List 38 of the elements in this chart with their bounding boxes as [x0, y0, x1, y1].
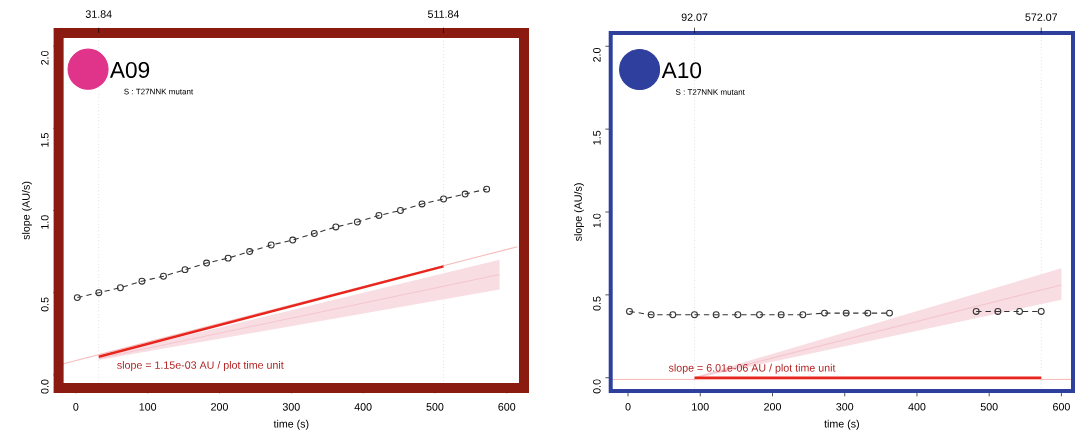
annotation: A09: [109, 61, 150, 78]
y-tick-label: 1.0: [593, 213, 601, 228]
y-tick-label: 1.5: [593, 130, 601, 145]
annotation: S : T27NNK mutant: [124, 88, 194, 95]
y-tick-label: 0.5: [41, 297, 49, 312]
y-tick-label: 0.0: [41, 379, 49, 394]
y-tick-label: 1.0: [41, 215, 49, 229]
x-tick-label: 600: [498, 403, 516, 411]
y-tick-label: 2.0: [41, 50, 49, 65]
x-tick-label: 200: [211, 403, 228, 411]
x-tick-label: 100: [139, 403, 157, 411]
y-axis-title: slope (AU/s): [574, 183, 584, 242]
x-tick-label: 100: [692, 403, 709, 411]
x-tick-label: 200: [764, 403, 781, 411]
x-tick-label: 300: [282, 403, 300, 411]
x2-tick-label: 572.07: [1025, 13, 1058, 21]
x2-tick-label: 92.07: [681, 13, 708, 21]
x2-tick-label: 511.84: [427, 10, 460, 18]
x-tick-label: 300: [836, 403, 854, 411]
x-axis-title: time (s): [824, 419, 859, 430]
annotation: A10: [661, 62, 702, 79]
x-tick-label: 600: [1053, 403, 1070, 411]
x-tick-label: 400: [908, 403, 926, 411]
x-tick-label: 400: [354, 403, 372, 411]
y-tick-label: 1.5: [41, 133, 49, 147]
y-tick-label: 2.0: [593, 47, 601, 62]
annotation: S : T27NNK mutant: [675, 89, 745, 95]
x2-tick-label: 31.84: [85, 10, 112, 18]
x-axis-title: time (s): [273, 419, 309, 430]
x-tick-label: 0: [625, 403, 631, 411]
y-tick-label: 0.5: [593, 296, 601, 311]
annotation: slope = 6.01e-06 AU / plot time unit: [668, 363, 836, 374]
y-tick-label: 0.0: [593, 379, 601, 394]
x-tick-label: 0: [73, 403, 79, 411]
x-tick-label: 500: [980, 403, 998, 411]
x-tick-label: 500: [426, 403, 444, 411]
annotation: slope = 1.15e-03 AU / plot time unit: [117, 361, 284, 371]
y-axis-title: slope (AU/s): [21, 181, 32, 240]
